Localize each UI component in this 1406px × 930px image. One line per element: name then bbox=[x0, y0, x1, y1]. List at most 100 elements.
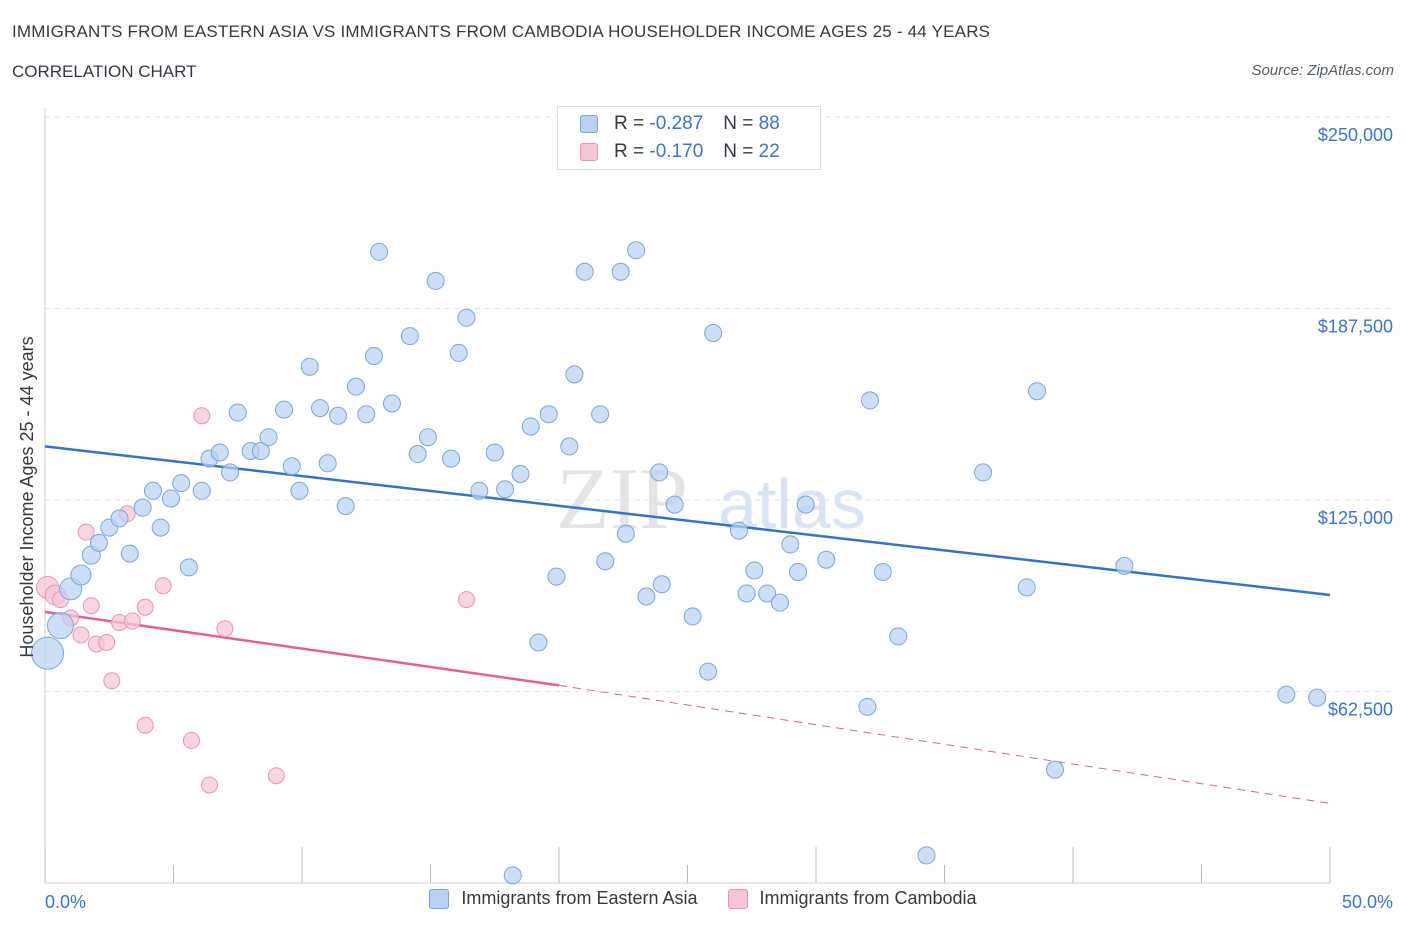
data-point-cambodia bbox=[98, 633, 116, 651]
data-point-eastern-asia bbox=[539, 405, 558, 424]
data-point-eastern-asia bbox=[161, 489, 180, 508]
legend-n-value: 88 bbox=[758, 113, 780, 134]
data-point-eastern-asia bbox=[120, 544, 139, 563]
data-point-eastern-asia bbox=[426, 271, 445, 290]
data-point-eastern-asia bbox=[418, 428, 437, 447]
data-point-eastern-asia bbox=[31, 636, 65, 670]
data-point-cambodia bbox=[82, 597, 100, 615]
data-point-eastern-asia bbox=[611, 262, 630, 281]
y-tick-label: $62,500 bbox=[1328, 700, 1393, 720]
data-point-eastern-asia bbox=[560, 437, 579, 456]
x-tick-label-50: 50.0% bbox=[1342, 892, 1393, 912]
data-point-eastern-asia bbox=[627, 241, 646, 260]
data-point-cambodia bbox=[136, 598, 154, 616]
data-point-eastern-asia bbox=[300, 357, 319, 376]
data-point-eastern-asia bbox=[529, 633, 548, 652]
legend-item-cambodia: Immigrants from Cambodia bbox=[727, 888, 977, 909]
data-point-eastern-asia bbox=[858, 697, 877, 716]
chart-title: IMMIGRANTS FROM EASTERN ASIA VS IMMIGRAN… bbox=[12, 22, 991, 41]
data-point-eastern-asia bbox=[511, 464, 530, 483]
data-point-eastern-asia bbox=[796, 495, 815, 514]
correlation-legend: R = -0.287 N = 88 R = -0.170 N = 22 bbox=[557, 106, 821, 170]
data-point-eastern-asia bbox=[637, 587, 656, 606]
series-legend: Immigrants from Eastern Asia Immigrants … bbox=[0, 888, 1406, 909]
data-point-eastern-asia bbox=[336, 497, 355, 516]
legend-swatch-blue bbox=[580, 115, 598, 133]
trendline-cambodia-extrapolated bbox=[558, 684, 1331, 804]
legend-item-eastern-asia: Immigrants from Eastern Asia bbox=[429, 888, 698, 909]
data-point-eastern-asia bbox=[737, 584, 756, 603]
data-point-eastern-asia bbox=[789, 563, 808, 582]
data-point-eastern-asia bbox=[210, 443, 229, 462]
legend-row-cambodia: R = -0.170 N = 22 bbox=[580, 140, 780, 164]
legend-label-cambodia: Immigrants from Cambodia bbox=[759, 888, 977, 908]
data-point-eastern-asia bbox=[889, 627, 908, 646]
data-point-eastern-asia bbox=[771, 593, 790, 612]
data-point-eastern-asia bbox=[408, 445, 427, 464]
data-point-eastern-asia bbox=[357, 405, 376, 424]
data-point-cambodia bbox=[457, 591, 475, 609]
data-point-eastern-asia bbox=[745, 561, 764, 580]
data-point-eastern-asia bbox=[547, 567, 566, 586]
data-point-eastern-asia bbox=[46, 612, 74, 640]
data-point-eastern-asia bbox=[449, 343, 468, 362]
y-tick-label: $250,000 bbox=[1318, 125, 1393, 145]
legend-r-label: R = bbox=[614, 141, 645, 162]
data-point-eastern-asia bbox=[652, 575, 671, 594]
legend-n-value: 22 bbox=[758, 141, 780, 162]
legend-n-label: N = bbox=[723, 113, 754, 134]
data-point-cambodia bbox=[136, 716, 154, 734]
data-point-eastern-asia bbox=[575, 262, 594, 281]
data-point-eastern-asia bbox=[1115, 556, 1134, 575]
data-point-eastern-asia bbox=[370, 242, 389, 261]
data-point-cambodia bbox=[193, 407, 211, 425]
y-tick-label: $125,000 bbox=[1318, 508, 1393, 528]
data-point-eastern-asia bbox=[817, 550, 836, 569]
data-point-eastern-asia bbox=[328, 406, 347, 425]
legend-r-label: R = bbox=[614, 113, 645, 134]
data-point-eastern-asia bbox=[699, 662, 718, 681]
data-point-eastern-asia bbox=[290, 481, 309, 500]
y-tick-label: $187,500 bbox=[1318, 317, 1393, 337]
data-point-cambodia bbox=[182, 732, 200, 750]
data-point-eastern-asia bbox=[781, 535, 800, 554]
data-point-eastern-asia bbox=[565, 365, 584, 384]
data-point-eastern-asia bbox=[382, 394, 401, 413]
data-point-eastern-asia bbox=[873, 563, 892, 582]
legend-swatch-pink bbox=[727, 888, 748, 909]
data-point-eastern-asia bbox=[496, 480, 515, 499]
data-point-eastern-asia bbox=[172, 474, 191, 493]
data-point-eastern-asia bbox=[179, 558, 198, 577]
legend-label-eastern-asia: Immigrants from Eastern Asia bbox=[461, 888, 698, 908]
data-point-eastern-asia bbox=[221, 463, 240, 482]
legend-n-label: N = bbox=[723, 141, 754, 162]
data-point-eastern-asia bbox=[346, 377, 365, 396]
data-point-cambodia bbox=[216, 620, 234, 638]
data-point-eastern-asia bbox=[1028, 382, 1047, 401]
data-point-eastern-asia bbox=[364, 346, 383, 365]
data-point-eastern-asia bbox=[758, 584, 777, 603]
data-point-cambodia bbox=[200, 776, 218, 794]
data-point-eastern-asia bbox=[70, 564, 92, 586]
data-point-eastern-asia bbox=[521, 417, 540, 436]
data-point-eastern-asia bbox=[457, 308, 476, 327]
data-point-eastern-asia bbox=[591, 405, 610, 424]
data-point-eastern-asia bbox=[151, 518, 170, 537]
data-point-eastern-asia bbox=[143, 481, 162, 500]
data-point-eastern-asia bbox=[974, 463, 993, 482]
y-axis-title: Householder Income Ages 25 - 44 years bbox=[17, 336, 37, 657]
legend-r-value: -0.170 bbox=[649, 141, 704, 162]
data-point-eastern-asia bbox=[282, 457, 301, 476]
data-point-cambodia bbox=[123, 612, 141, 630]
data-point-eastern-asia bbox=[470, 481, 489, 500]
data-point-cambodia bbox=[103, 672, 121, 690]
data-point-eastern-asia bbox=[729, 521, 748, 540]
data-point-cambodia bbox=[267, 767, 285, 785]
data-point-eastern-asia bbox=[683, 607, 702, 626]
data-point-eastern-asia bbox=[1277, 685, 1296, 704]
data-point-eastern-asia bbox=[1308, 688, 1327, 707]
data-point-eastern-asia bbox=[650, 463, 669, 482]
legend-swatch-pink bbox=[580, 143, 598, 161]
x-tick-label-0: 0.0% bbox=[45, 892, 86, 912]
